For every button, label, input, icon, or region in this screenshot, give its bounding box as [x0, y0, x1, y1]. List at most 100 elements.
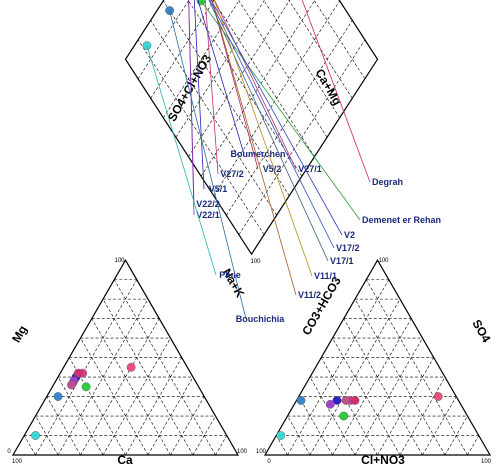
point-anion-v2 [341, 396, 351, 405]
cation-triangle-grid [35, 279, 138, 456]
point-anion-bouchichia [296, 396, 306, 405]
callout-line-v27-1 [214, 0, 297, 170]
callout-line-v5-1 [193, 0, 205, 190]
tick-label-diamond-bottom: 100 [250, 259, 261, 265]
callout-label-v11-1: V11/1 [314, 271, 337, 281]
callout-label-v27-2: V27/2 [220, 169, 244, 179]
diamond-grid [238, 0, 328, 138]
point-anion-pluie [276, 431, 286, 440]
diamond-grid [263, 0, 340, 118]
anion-triangle-grid [365, 279, 468, 456]
axis-label-co3hco3: CO3+HCO3 [299, 274, 344, 338]
anion-triangle-grid [275, 435, 288, 456]
callout-label-pluie: Pluie [219, 270, 241, 280]
callout-label-v5-2: V5/2 [263, 164, 282, 174]
cation-triangle-grid [102, 298, 194, 456]
callout-label-v22-1: V22/1 [196, 210, 220, 220]
callout-line-degrah [301, 0, 371, 183]
callout-line-v17-1 [208, 0, 329, 262]
callout-label-demenet-er-rehan: Demenet er Rehan [362, 215, 441, 225]
diamond-grid [188, 0, 291, 157]
tick-label-anion-left: 100 [256, 449, 267, 455]
callout-line-v27-2 [204, 0, 219, 175]
axis-label-so4clno3: SO4+Cl+NO3 [165, 52, 215, 124]
diamond-grid [212, 0, 315, 157]
diamond-grid [163, 0, 290, 196]
cation-triangle-grid [57, 298, 149, 456]
point-cation-bouchichia [53, 392, 63, 401]
callout-label-v27-1: V27/1 [298, 164, 322, 174]
axis-label-mg: Mg [9, 323, 30, 345]
cation-triangle-grid [113, 279, 216, 456]
callout-line-v11-1 [213, 0, 313, 277]
diamond-outline [124, 0, 379, 256]
tick-label-anion-right: 100 [481, 459, 492, 464]
anion-triangle-grid [320, 357, 378, 456]
cation-triangle-grid [80, 318, 160, 456]
callout-label-v11-2: V11/2 [298, 290, 321, 300]
anion-triangle-grid [287, 279, 390, 456]
callout-label-v5-1: V5/1 [209, 184, 228, 194]
diamond-grid [238, 39, 366, 235]
diamond-grid [213, 0, 340, 196]
callout-label-bouchichia: Bouchichia [236, 314, 286, 324]
anion-triangle-grid [343, 318, 423, 456]
tick-label-anion-top: 100 [378, 258, 389, 264]
axis-label-clno3: Cl+NO3 [361, 453, 405, 464]
diamond-grid [163, 0, 240, 118]
callout-label-v22-2: V22/2 [196, 199, 220, 209]
cation-triangle-grid [68, 357, 126, 456]
diamond [124, 0, 379, 256]
point-anion-demenet-er-rehan [339, 411, 349, 421]
callout-label-degrah: Degrah [372, 177, 403, 187]
callout-line-v22-1 [188, 0, 195, 216]
cation-triangle-grid [125, 357, 183, 456]
cation-triangle [11, 258, 240, 456]
anion-triangle-grid [298, 396, 333, 456]
cation-triangle-outline [11, 258, 240, 456]
anion-triangle [263, 258, 492, 456]
axis-label-so4-anion: SO4 [469, 317, 493, 345]
cation-triangle-grid [91, 318, 171, 456]
anion-triangle-outline [263, 258, 492, 456]
point-anion-v22-2 [325, 399, 335, 409]
point-cation-demenet-er-rehan [81, 382, 91, 392]
diamond-grid [313, 0, 366, 79]
diamond-grid [288, 0, 353, 99]
callout-line-v17-2 [209, 0, 335, 249]
anion-triangle-grid [354, 298, 446, 456]
cation-triangle-grid [170, 396, 205, 456]
anion-triangle-grid [309, 298, 401, 456]
callout-label-v2: V2 [344, 230, 355, 240]
point-anion-boumerchen [332, 396, 342, 405]
tick-label-cation-right: 100 [237, 449, 248, 455]
diamond-grid [150, 0, 215, 99]
cation-triangle-grid [23, 435, 36, 456]
callout-label-boumerchen: Boumerchen [230, 149, 285, 159]
callout-line-pluie [146, 45, 217, 276]
callout-line-boumerchen [197, 0, 245, 155]
tick-label-cation-left: 0 [7, 449, 11, 455]
point-cation-v2 [67, 380, 76, 390]
callout-line-v2 [210, 0, 343, 236]
cation-triangle-grid [46, 396, 81, 456]
anion-triangle-grid [422, 396, 457, 456]
anion-triangle-grid [377, 357, 435, 456]
callout-label-v17-1: V17/1 [330, 256, 354, 266]
cation-triangle-grid [215, 435, 228, 456]
callout-label-v17-2: V17/2 [336, 243, 360, 253]
callout-line-v11-2 [211, 0, 297, 296]
point-cation-degrah [126, 362, 136, 372]
anion-triangle-grid [332, 318, 412, 456]
callout-line-bouchichia [169, 10, 247, 320]
tick-label-cation-ca: 100 [12, 459, 23, 464]
tick-label-anion-bottom-left: 0 [267, 459, 271, 464]
axis-label-ca: Ca [117, 453, 133, 464]
point-cation-v5-2 [73, 368, 83, 378]
tick-label-cation-top: 100 [114, 258, 125, 264]
anion-triangle-grid [467, 435, 480, 456]
point-cation-pluie [31, 431, 40, 440]
point-anion-v5-2 [350, 396, 360, 405]
